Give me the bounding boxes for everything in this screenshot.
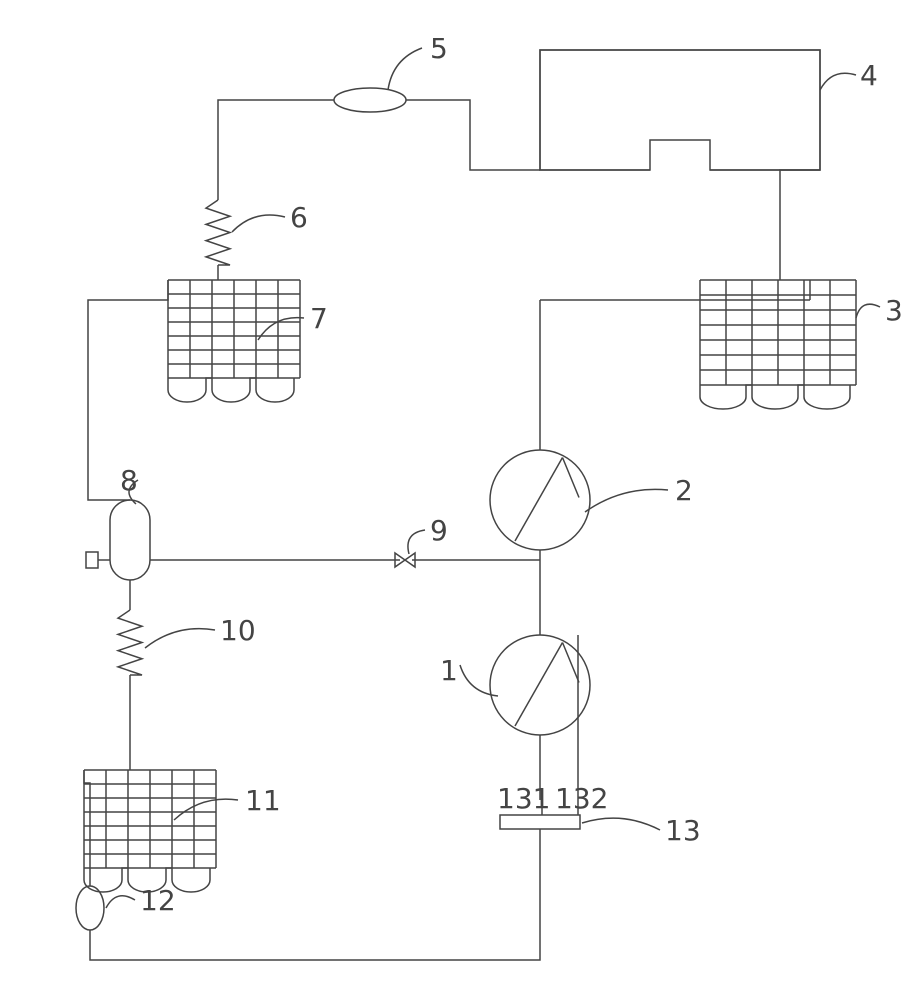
label: 9 — [430, 514, 448, 547]
label: 4 — [860, 59, 878, 92]
label: 13 — [665, 814, 701, 847]
label: 5 — [430, 32, 448, 65]
label: 2 — [675, 474, 693, 507]
label: 8 — [120, 464, 138, 497]
label: 12 — [140, 884, 176, 917]
label: 10 — [220, 614, 256, 647]
label: 11 — [245, 784, 281, 817]
label: 1 — [440, 654, 458, 687]
label: 132 — [555, 782, 608, 815]
label: 131 — [497, 782, 550, 815]
label: 3 — [885, 294, 903, 327]
label: 6 — [290, 201, 308, 234]
label: 7 — [310, 302, 328, 335]
